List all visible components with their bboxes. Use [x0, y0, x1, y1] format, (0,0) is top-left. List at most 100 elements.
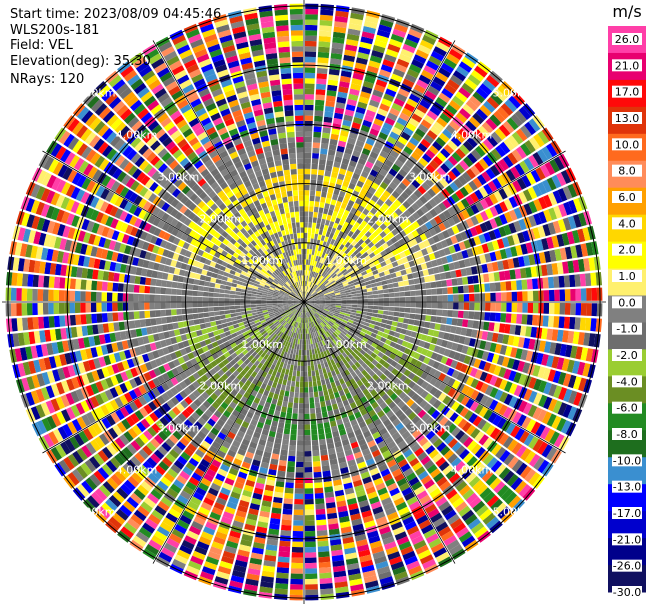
velocity-gate	[371, 283, 377, 288]
velocity-gate	[312, 147, 320, 154]
velocity-gate	[398, 238, 406, 246]
velocity-gate	[434, 215, 443, 225]
velocity-gate	[479, 198, 489, 210]
velocity-gate	[38, 316, 45, 329]
velocity-gate	[563, 201, 573, 216]
velocity-gate	[305, 568, 318, 574]
velocity-gate	[391, 321, 398, 327]
velocity-gate	[401, 164, 411, 174]
velocity-gate	[333, 287, 339, 291]
velocity-gate	[304, 99, 314, 105]
velocity-gate	[337, 140, 347, 148]
velocity-gate	[406, 254, 414, 262]
velocity-gate	[542, 315, 549, 327]
velocity-gate	[285, 477, 295, 483]
velocity-gate	[528, 201, 538, 214]
velocity-gate	[371, 316, 377, 321]
velocity-gate	[564, 303, 571, 315]
velocity-gate	[311, 434, 318, 441]
velocity-gate	[283, 503, 293, 510]
velocity-gate	[479, 222, 488, 233]
velocity-gate	[326, 275, 332, 281]
velocity-gate	[325, 283, 331, 288]
velocity-gate	[459, 144, 470, 156]
velocity-gate	[320, 148, 328, 155]
velocity-gate	[296, 461, 304, 468]
velocity-gate	[304, 238, 308, 244]
velocity-gate	[382, 59, 395, 68]
velocity-gate	[507, 135, 519, 148]
velocity-gate	[304, 200, 309, 207]
velocity-gate	[451, 167, 461, 178]
velocity-gate	[313, 255, 317, 261]
velocity-gate	[334, 217, 341, 224]
velocity-gate	[373, 302, 379, 306]
velocity-gate	[326, 95, 336, 102]
velocity-gate	[347, 28, 361, 36]
velocity-gate	[331, 47, 343, 55]
velocity-gate	[318, 41, 331, 48]
velocity-gate	[339, 135, 348, 143]
velocity-gate	[535, 239, 544, 252]
velocity-gate	[562, 217, 572, 231]
velocity-gate	[219, 314, 226, 320]
velocity-gate	[486, 262, 494, 273]
velocity-gate	[245, 305, 251, 308]
velocity-gate	[378, 271, 385, 277]
velocity-gate	[424, 230, 432, 239]
velocity-gate	[371, 286, 378, 291]
velocity-gate	[370, 279, 376, 284]
velocity-gate	[389, 150, 400, 159]
velocity-gate	[580, 288, 587, 301]
velocity-gate	[447, 287, 453, 294]
velocity-gate	[319, 297, 325, 300]
velocity-gate	[376, 198, 385, 207]
velocity-gate	[327, 237, 332, 244]
velocity-gate	[318, 433, 326, 440]
velocity-gate	[292, 408, 298, 414]
velocity-gate	[371, 123, 382, 132]
velocity-gate	[313, 211, 318, 218]
velocity-gate	[411, 113, 423, 123]
velocity-gate	[391, 102, 403, 112]
velocity-gate	[505, 313, 512, 323]
velocity-gate	[314, 303, 320, 305]
velocity-gate	[236, 315, 243, 320]
velocity-gate	[357, 231, 365, 239]
velocity-gate	[339, 190, 346, 198]
velocity-gate	[469, 192, 479, 203]
velocity-gate	[318, 164, 326, 171]
velocity-gate	[510, 246, 518, 257]
velocity-gate	[379, 19, 394, 28]
velocity-gate	[304, 504, 314, 510]
velocity-gate	[401, 243, 409, 251]
velocity-gate	[304, 211, 309, 217]
velocity-gate	[448, 48, 463, 60]
velocity-gate	[305, 292, 309, 298]
velocity-gate	[308, 254, 312, 260]
velocity-gate	[307, 293, 312, 298]
velocity-gate	[391, 228, 399, 236]
velocity-gate	[336, 224, 343, 231]
velocity-gate	[467, 152, 478, 164]
velocity-gate	[292, 530, 304, 537]
velocity-gate	[234, 302, 241, 306]
velocity-gate	[291, 375, 296, 382]
velocity-gate	[291, 562, 303, 569]
velocity-gate	[441, 287, 448, 295]
velocity-gate	[234, 305, 241, 309]
velocity-gate	[398, 168, 408, 178]
velocity-gate	[308, 295, 313, 300]
velocity-gate	[420, 138, 431, 149]
velocity-gate	[520, 267, 527, 279]
velocity-gate	[389, 131, 400, 141]
velocity-gate	[542, 223, 551, 237]
velocity-gate	[315, 267, 319, 273]
velocity-gate	[351, 296, 358, 300]
velocity-gate	[304, 254, 307, 260]
velocity-gate	[486, 96, 500, 109]
velocity-gate	[502, 185, 513, 198]
velocity-gate	[541, 179, 552, 193]
velocity-gate	[421, 248, 429, 256]
